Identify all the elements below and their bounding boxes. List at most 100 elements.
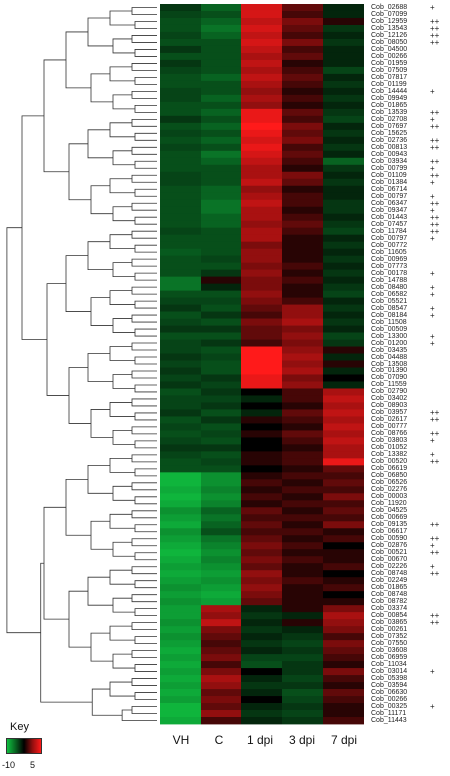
- heatmap-cell: [201, 388, 241, 396]
- heatmap-cell: [160, 52, 201, 61]
- heatmap-cell: [160, 115, 201, 124]
- heatmap-cell: [323, 59, 364, 68]
- heatmap-cell: [201, 38, 241, 47]
- heatmap-cell: [323, 171, 364, 180]
- heatmap-cell: [323, 73, 364, 82]
- heatmap-cell: [323, 227, 364, 236]
- heatmap-cell: [323, 108, 364, 117]
- heatmap-cell: [201, 136, 241, 145]
- plus-marker: ++: [430, 520, 440, 530]
- heatmap-cell: [201, 192, 241, 201]
- plus-marker: ++: [430, 198, 440, 208]
- heatmap-cell: [323, 339, 364, 347]
- heatmap-cell: [323, 115, 364, 124]
- row-label: Cob_03402: [371, 395, 408, 403]
- heatmap-cell: [160, 710, 201, 718]
- row-label: Cob_09135: [371, 521, 408, 529]
- heatmap-cell: [201, 647, 241, 655]
- row-label: Cob_00266: [371, 52, 408, 60]
- heatmap-cell: [201, 451, 241, 459]
- plus-marker: +: [430, 289, 435, 299]
- heatmap-cell: [241, 255, 282, 264]
- row-label: Cob_03014: [371, 668, 408, 676]
- heatmap-cell: [323, 318, 364, 326]
- heatmap-cell: [241, 129, 282, 138]
- heatmap-cell: [201, 122, 241, 131]
- heatmap-cell: [323, 381, 364, 389]
- heatmap-cell: [160, 255, 201, 264]
- heatmap-cell: [160, 164, 201, 173]
- row-label: Cob_00772: [371, 241, 408, 249]
- heatmap-cell: [160, 304, 201, 312]
- heatmap-cell: [282, 584, 323, 592]
- heatmap-cell: [241, 360, 282, 368]
- heatmap-cell: [323, 458, 364, 466]
- heatmap-cell: [282, 171, 323, 180]
- dendrogram: [6, 7, 157, 721]
- heatmap-cell: [323, 717, 364, 725]
- heatmap-cell: [201, 234, 241, 243]
- heatmap-cell: [241, 290, 282, 298]
- heatmap-cell: [241, 500, 282, 508]
- heatmap-cell: [241, 164, 282, 173]
- row-label: Cob_01959: [371, 59, 408, 67]
- heatmap-cell: [282, 192, 323, 201]
- row-label: Cob_01390: [371, 367, 408, 375]
- row-label: Cob_09347: [371, 206, 408, 214]
- row-label: Cob_01865: [371, 584, 408, 592]
- heatmap-cell: [160, 38, 201, 47]
- heatmap-cell: [282, 360, 323, 368]
- heatmap-cell: [282, 486, 323, 494]
- heatmap-cell: [201, 290, 241, 298]
- row-label: Cob_08184: [371, 311, 408, 319]
- heatmap-cell: [241, 185, 282, 194]
- plus-marker: ++: [430, 121, 440, 131]
- heatmap-cell: [323, 612, 364, 620]
- col-label-3dpi: 3 dpi: [288, 733, 316, 747]
- heatmap-cell: [241, 633, 282, 641]
- heatmap-cell: [160, 325, 201, 333]
- plus-marker: +: [430, 436, 435, 446]
- heatmap-cell: [201, 17, 241, 26]
- heatmap-cell: [160, 465, 201, 473]
- heatmap-cell: [201, 472, 241, 480]
- row-label: Cob_00797: [371, 192, 408, 200]
- plus-marker: ++: [430, 30, 440, 40]
- heatmap-cell: [201, 703, 241, 711]
- row-label: Cob_01865: [371, 101, 408, 109]
- heatmap-cell: [201, 108, 241, 117]
- heatmap-cell: [160, 570, 201, 578]
- heatmap-cell: [282, 339, 323, 347]
- heatmap-cell: [201, 87, 241, 96]
- heatmap-cell: [323, 185, 364, 194]
- heatmap-cell: [201, 248, 241, 257]
- heatmap-cell: [160, 563, 201, 571]
- heatmap-cell: [241, 304, 282, 312]
- heatmap-cell: [201, 619, 241, 627]
- heatmap-cell: [201, 213, 241, 222]
- heatmap-cell: [241, 689, 282, 697]
- heatmap-cell: [160, 486, 201, 494]
- heatmap-cell: [282, 521, 323, 529]
- heatmap-cell: [201, 262, 241, 271]
- heatmap-cell: [201, 444, 241, 452]
- heatmap-cell: [160, 647, 201, 655]
- heatmap-cell: [323, 703, 364, 711]
- plus-marker: +: [430, 205, 435, 215]
- heatmap-cell: [160, 199, 201, 208]
- heatmap-cell: [282, 570, 323, 578]
- heatmap-cell: [160, 136, 201, 145]
- plus-marker: +: [430, 303, 435, 313]
- heatmap-cell: [160, 437, 201, 445]
- plus-marker: ++: [430, 156, 440, 166]
- heatmap-cell: [160, 311, 201, 319]
- heatmap-cell: [323, 66, 364, 75]
- heatmap-cell: [282, 430, 323, 438]
- plus-marker: +: [430, 702, 435, 712]
- heatmap-cell: [282, 703, 323, 711]
- heatmap-cell: [282, 577, 323, 585]
- row-label: Cob_13539: [371, 108, 408, 116]
- heatmap-cell: [323, 325, 364, 333]
- heatmap-cell: [160, 339, 201, 347]
- heatmap-cell: [323, 374, 364, 382]
